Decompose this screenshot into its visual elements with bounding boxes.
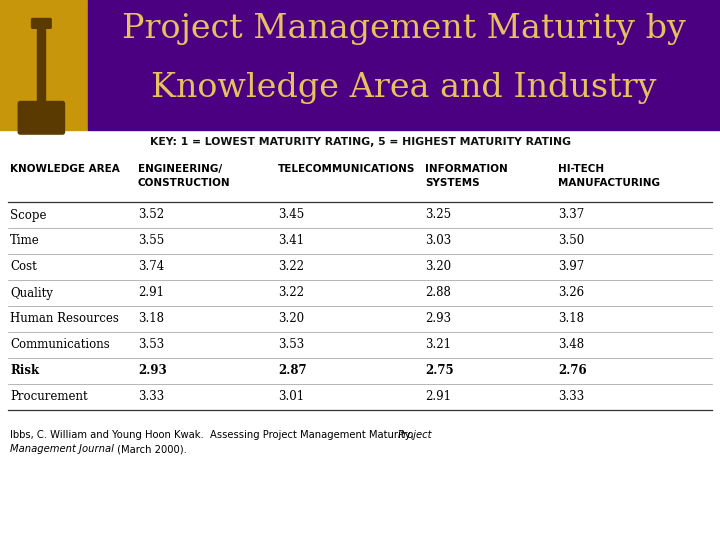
- Text: HI-TECH: HI-TECH: [558, 164, 604, 174]
- Text: 3.50: 3.50: [558, 234, 584, 247]
- Text: Ibbs, C. William and Young Hoon Kwak.  Assessing Project Management Maturity,: Ibbs, C. William and Young Hoon Kwak. As…: [10, 430, 420, 440]
- Text: 3.22: 3.22: [278, 260, 304, 273]
- FancyBboxPatch shape: [32, 18, 51, 28]
- Text: Management Journal: Management Journal: [10, 444, 114, 454]
- Text: Cost: Cost: [10, 260, 37, 273]
- Text: 2.75: 2.75: [425, 364, 454, 377]
- Text: KNOWLEDGE AREA: KNOWLEDGE AREA: [10, 164, 120, 174]
- Text: Human Resources: Human Resources: [10, 313, 119, 326]
- Text: 3.53: 3.53: [138, 339, 164, 352]
- Text: 2.91: 2.91: [138, 287, 164, 300]
- Text: Quality: Quality: [10, 287, 53, 300]
- Text: Procurement: Procurement: [10, 390, 88, 403]
- Text: KEY: 1 = LOWEST MATURITY RATING, 5 = HIGHEST MATURITY RATING: KEY: 1 = LOWEST MATURITY RATING, 5 = HIG…: [150, 137, 570, 147]
- Text: TELECOMMUNICATIONS: TELECOMMUNICATIONS: [278, 164, 415, 174]
- Text: 3.25: 3.25: [425, 208, 451, 221]
- Text: (March 2000).: (March 2000).: [114, 444, 187, 454]
- Text: Risk: Risk: [10, 364, 39, 377]
- Text: Scope: Scope: [10, 208, 47, 221]
- Bar: [37, 23, 45, 124]
- Text: ENGINEERING/: ENGINEERING/: [138, 164, 222, 174]
- Text: Knowledge Area and Industry: Knowledge Area and Industry: [151, 72, 657, 104]
- Text: 3.97: 3.97: [558, 260, 584, 273]
- Text: CONSTRUCTION: CONSTRUCTION: [138, 178, 230, 188]
- Text: MANUFACTURING: MANUFACTURING: [558, 178, 660, 188]
- Text: Communications: Communications: [10, 339, 109, 352]
- Text: 2.88: 2.88: [425, 287, 451, 300]
- Text: 3.33: 3.33: [558, 390, 584, 403]
- Text: Project: Project: [398, 430, 433, 440]
- Text: 3.20: 3.20: [425, 260, 451, 273]
- Text: 2.91: 2.91: [425, 390, 451, 403]
- Text: 3.48: 3.48: [558, 339, 584, 352]
- Text: 3.22: 3.22: [278, 287, 304, 300]
- Text: 2.93: 2.93: [425, 313, 451, 326]
- Text: 3.37: 3.37: [558, 208, 584, 221]
- Text: 3.53: 3.53: [278, 339, 305, 352]
- Text: Time: Time: [10, 234, 40, 247]
- Text: 3.45: 3.45: [278, 208, 305, 221]
- Text: 3.20: 3.20: [278, 313, 304, 326]
- Text: 3.52: 3.52: [138, 208, 164, 221]
- Text: 3.18: 3.18: [138, 313, 164, 326]
- Text: 3.18: 3.18: [558, 313, 584, 326]
- Text: 2.87: 2.87: [278, 364, 307, 377]
- Text: 3.74: 3.74: [138, 260, 164, 273]
- Text: SYSTEMS: SYSTEMS: [425, 178, 480, 188]
- Text: 3.21: 3.21: [425, 339, 451, 352]
- Text: 2.76: 2.76: [558, 364, 587, 377]
- Text: 3.01: 3.01: [278, 390, 304, 403]
- Text: Project Management Maturity by: Project Management Maturity by: [122, 12, 686, 45]
- Text: 3.03: 3.03: [425, 234, 451, 247]
- Text: 2.93: 2.93: [138, 364, 167, 377]
- Text: 3.33: 3.33: [138, 390, 164, 403]
- FancyBboxPatch shape: [18, 102, 65, 134]
- Text: 3.55: 3.55: [138, 234, 164, 247]
- Text: INFORMATION: INFORMATION: [425, 164, 508, 174]
- Text: 3.26: 3.26: [558, 287, 584, 300]
- Text: 3.41: 3.41: [278, 234, 304, 247]
- Bar: [0, 0, 88, 130]
- Bar: [88, 0, 720, 130]
